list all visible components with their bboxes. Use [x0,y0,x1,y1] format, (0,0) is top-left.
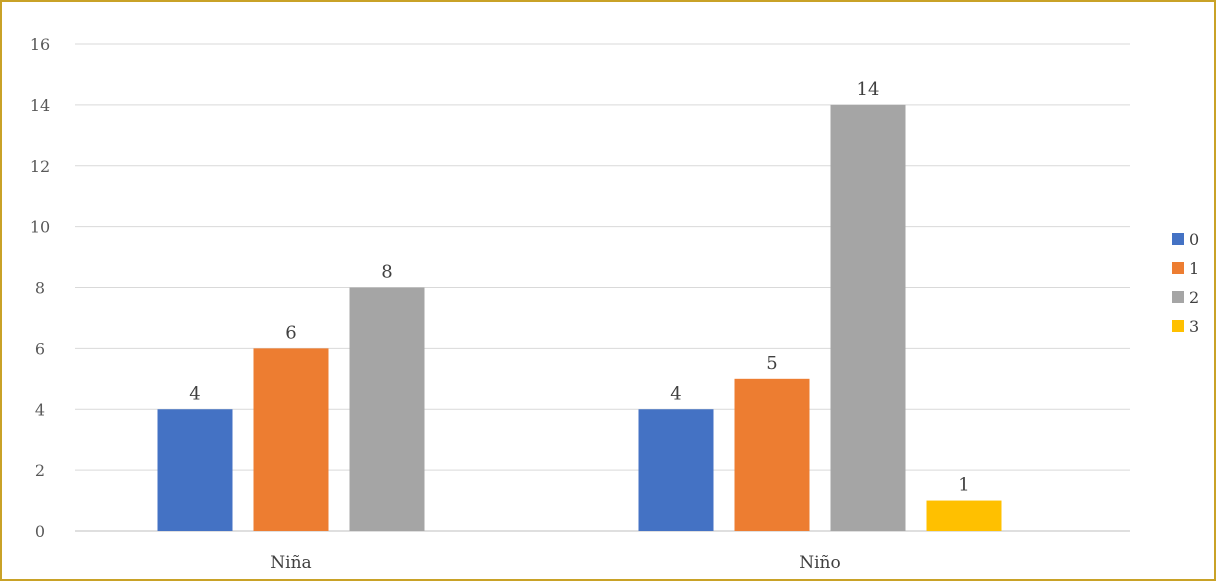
x-axis-categories: Niña Niño [270,553,840,573]
data-label: 5 [766,353,777,374]
y-tick-label: 10 [30,218,50,237]
legend-label: 3 [1189,317,1199,336]
bar-nina-series-2 [349,287,425,531]
x-category-label: Niña [270,553,311,573]
bars [157,104,1002,531]
data-label: 8 [381,262,392,283]
y-tick-label: 0 [35,522,45,541]
legend-swatch [1172,320,1184,332]
bar-nino-series-2 [830,104,906,531]
x-category-label: Niño [799,553,841,573]
legend-label: 2 [1189,288,1199,307]
y-axis-ticks: 0 2 4 6 8 10 12 14 16 [30,35,50,541]
legend-swatch [1172,262,1184,274]
legend-label: 0 [1189,230,1199,249]
legend: 0 1 2 3 [1172,230,1199,336]
bar-nino-series-0 [638,409,714,531]
y-tick-label: 12 [30,157,50,176]
bar-nino-series-3 [926,500,1002,531]
data-labels: 4 6 8 4 5 14 1 [189,79,969,496]
data-label: 14 [857,79,880,100]
legend-swatch [1172,233,1184,245]
y-tick-label: 16 [30,35,50,54]
y-tick-label: 8 [35,279,45,298]
legend-label: 1 [1189,259,1199,278]
bar-nino-series-1 [734,378,810,531]
data-label: 6 [285,322,296,343]
y-tick-label: 2 [35,461,45,480]
bar-nina-series-0 [157,409,233,531]
data-label: 1 [958,475,969,496]
bar-nina-series-1 [253,348,329,531]
y-tick-label: 4 [35,400,45,419]
y-tick-label: 6 [35,339,45,358]
y-tick-label: 14 [30,96,50,115]
legend-swatch [1172,291,1184,303]
gridlines [75,43,1130,532]
data-label: 4 [670,383,681,404]
data-label: 4 [189,383,200,404]
